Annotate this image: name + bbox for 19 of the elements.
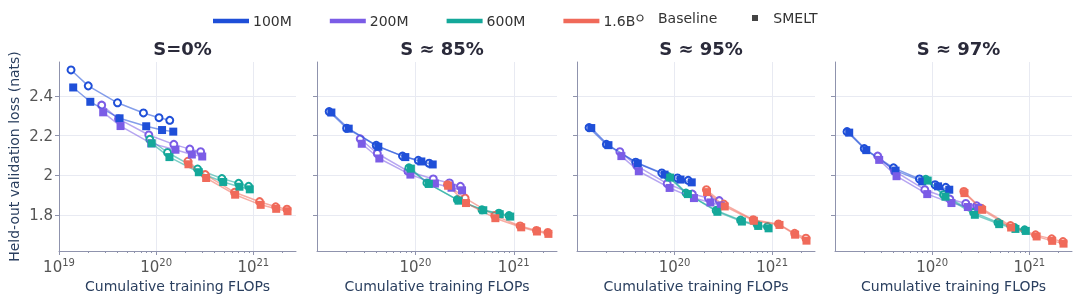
chart-title: S=0% [153,37,212,59]
y-tick-label: 2 [43,166,53,185]
legend-label: 1.6B [603,13,636,29]
y-tick-label: 2.2 [29,126,53,145]
chart-title: S ≈ 85% [400,37,484,59]
text: SMELT [773,10,818,26]
y-tick-label: 2.4 [29,86,53,105]
x-axis-title: Cumulative training FLOPs [603,278,789,295]
legend-label: 200M [369,13,409,29]
x-axis-title: Cumulative training FLOPs [85,278,270,295]
x-axis-title: Cumulative training FLOPs [344,278,530,295]
chart-title: S ≈ 95% [659,37,743,59]
x-axis-title: Cumulative training FLOPs [861,278,1046,295]
y-tick-label: 1.8 [29,206,53,225]
legend-label: 100M [253,13,292,29]
text: Baseline [658,10,718,26]
legend-label: 600M [486,13,526,29]
chart-title: S ≈ 97% [916,37,1001,59]
y-axis-title: Held-out validation loss (nats) [6,51,22,262]
